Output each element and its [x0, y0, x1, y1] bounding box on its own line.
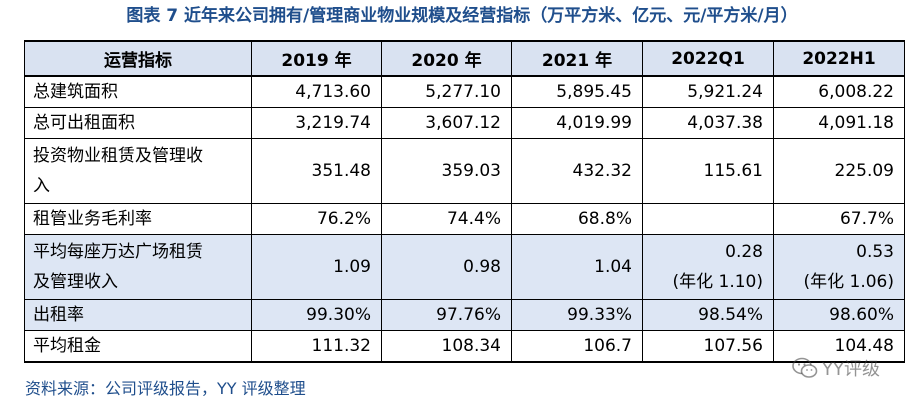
- table-cell: 111.32: [251, 330, 382, 363]
- header-cell: 2022Q1: [642, 40, 774, 77]
- table-cell: 68.8%: [511, 203, 643, 235]
- cell-line: 0.28: [725, 242, 763, 262]
- cell-line: (年化 1.06): [803, 272, 894, 292]
- table-cell: 115.61: [642, 138, 774, 204]
- table-cell: 1.09: [251, 234, 382, 300]
- table-cell: 3,607.12: [381, 107, 512, 139]
- header-cell: 2021 年: [511, 40, 643, 77]
- table-row: 投资物业租赁及管理收 入 351.48 359.03 432.32 115.61…: [24, 138, 905, 204]
- figure-title: 图表 7 近年来公司拥有/管理商业物业规模及经营指标（万平方米、亿元、元/平方米…: [126, 6, 798, 26]
- table-cell: 5,921.24: [642, 75, 774, 108]
- table-cell: 432.32: [511, 138, 643, 204]
- row-label: 出租率: [24, 299, 252, 331]
- table-row: 出租率 99.30% 97.76% 99.33% 98.54% 98.60%: [24, 299, 905, 331]
- table-cell: 98.54%: [642, 299, 774, 331]
- table-cell: 74.4%: [381, 203, 512, 235]
- table-cell: [642, 203, 774, 235]
- row-label: 总建筑面积: [24, 75, 252, 108]
- row-label-line: 平均每座万达广场租赁: [33, 242, 203, 262]
- table-cell: 1.04: [511, 234, 643, 300]
- row-label-line: 入: [33, 176, 50, 196]
- table-cell: 359.03: [381, 138, 512, 204]
- header-cell: 运营指标: [24, 40, 252, 77]
- table-row: 总建筑面积 4,713.60 5,277.10 5,895.45 5,921.2…: [24, 75, 905, 108]
- table-cell: 4,019.99: [511, 107, 643, 139]
- row-label-line: 及管理收入: [33, 272, 118, 292]
- table-cell: 0.98: [381, 234, 512, 300]
- row-label: 租管业务毛利率: [24, 203, 252, 235]
- wechat-icon: [792, 357, 818, 379]
- table-cell: 99.33%: [511, 299, 643, 331]
- row-label: 平均租金: [24, 330, 252, 363]
- table-row: 平均租金 111.32 108.34 106.7 107.56 104.48: [24, 330, 905, 363]
- row-label: 平均每座万达广场租赁 及管理收入: [24, 234, 252, 300]
- cell-line: (年化 1.10): [672, 272, 763, 292]
- table-header-row: 运营指标 2019 年 2020 年 2021 年 2022Q1 2022H1: [24, 40, 905, 77]
- table-cell: 76.2%: [251, 203, 382, 235]
- watermark-text: YY评级: [822, 359, 880, 380]
- table-cell: 4,713.60: [251, 75, 382, 108]
- table-row: 平均每座万达广场租赁 及管理收入 1.09 0.98 1.04 0.28 (年化…: [24, 234, 905, 300]
- table-cell: 5,277.10: [381, 75, 512, 108]
- row-label-line: 投资物业租赁及管理收: [33, 146, 203, 166]
- header-cell: 2022H1: [773, 40, 905, 77]
- table-cell: 4,037.38: [642, 107, 774, 139]
- table-cell: 98.60%: [773, 299, 905, 331]
- table-cell: 107.56: [642, 330, 774, 363]
- row-label: 投资物业租赁及管理收 入: [24, 138, 252, 204]
- cell-line: 0.53: [856, 242, 894, 262]
- table-cell: 67.7%: [773, 203, 905, 235]
- table-cell: 6,008.22: [773, 75, 905, 108]
- table-cell: 108.34: [381, 330, 512, 363]
- table-cell: 351.48: [251, 138, 382, 204]
- header-cell: 2019 年: [251, 40, 382, 77]
- header-cell: 2020 年: [381, 40, 512, 77]
- metrics-table: 运营指标 2019 年 2020 年 2021 年 2022Q1 2022H1 …: [24, 40, 905, 363]
- table-cell: 225.09: [773, 138, 905, 204]
- watermark: YY评级: [792, 354, 880, 382]
- table-cell: 97.76%: [381, 299, 512, 331]
- table-row: 总可出租面积 3,219.74 3,607.12 4,019.99 4,037.…: [24, 107, 905, 139]
- table-row: 租管业务毛利率 76.2% 74.4% 68.8% 67.7%: [24, 203, 905, 235]
- table-cell: 99.30%: [251, 299, 382, 331]
- table-cell: 4,091.18: [773, 107, 905, 139]
- table-cell: 0.53 (年化 1.06): [773, 234, 905, 300]
- source-note: 资料来源：公司评级报告，YY 评级整理: [25, 379, 306, 398]
- table-cell: 106.7: [511, 330, 643, 363]
- table-cell: 104.48: [773, 330, 905, 363]
- table-cell: 0.28 (年化 1.10): [642, 234, 774, 300]
- table-cell: 5,895.45: [511, 75, 643, 108]
- table-cell: 3,219.74: [251, 107, 382, 139]
- row-label: 总可出租面积: [24, 107, 252, 139]
